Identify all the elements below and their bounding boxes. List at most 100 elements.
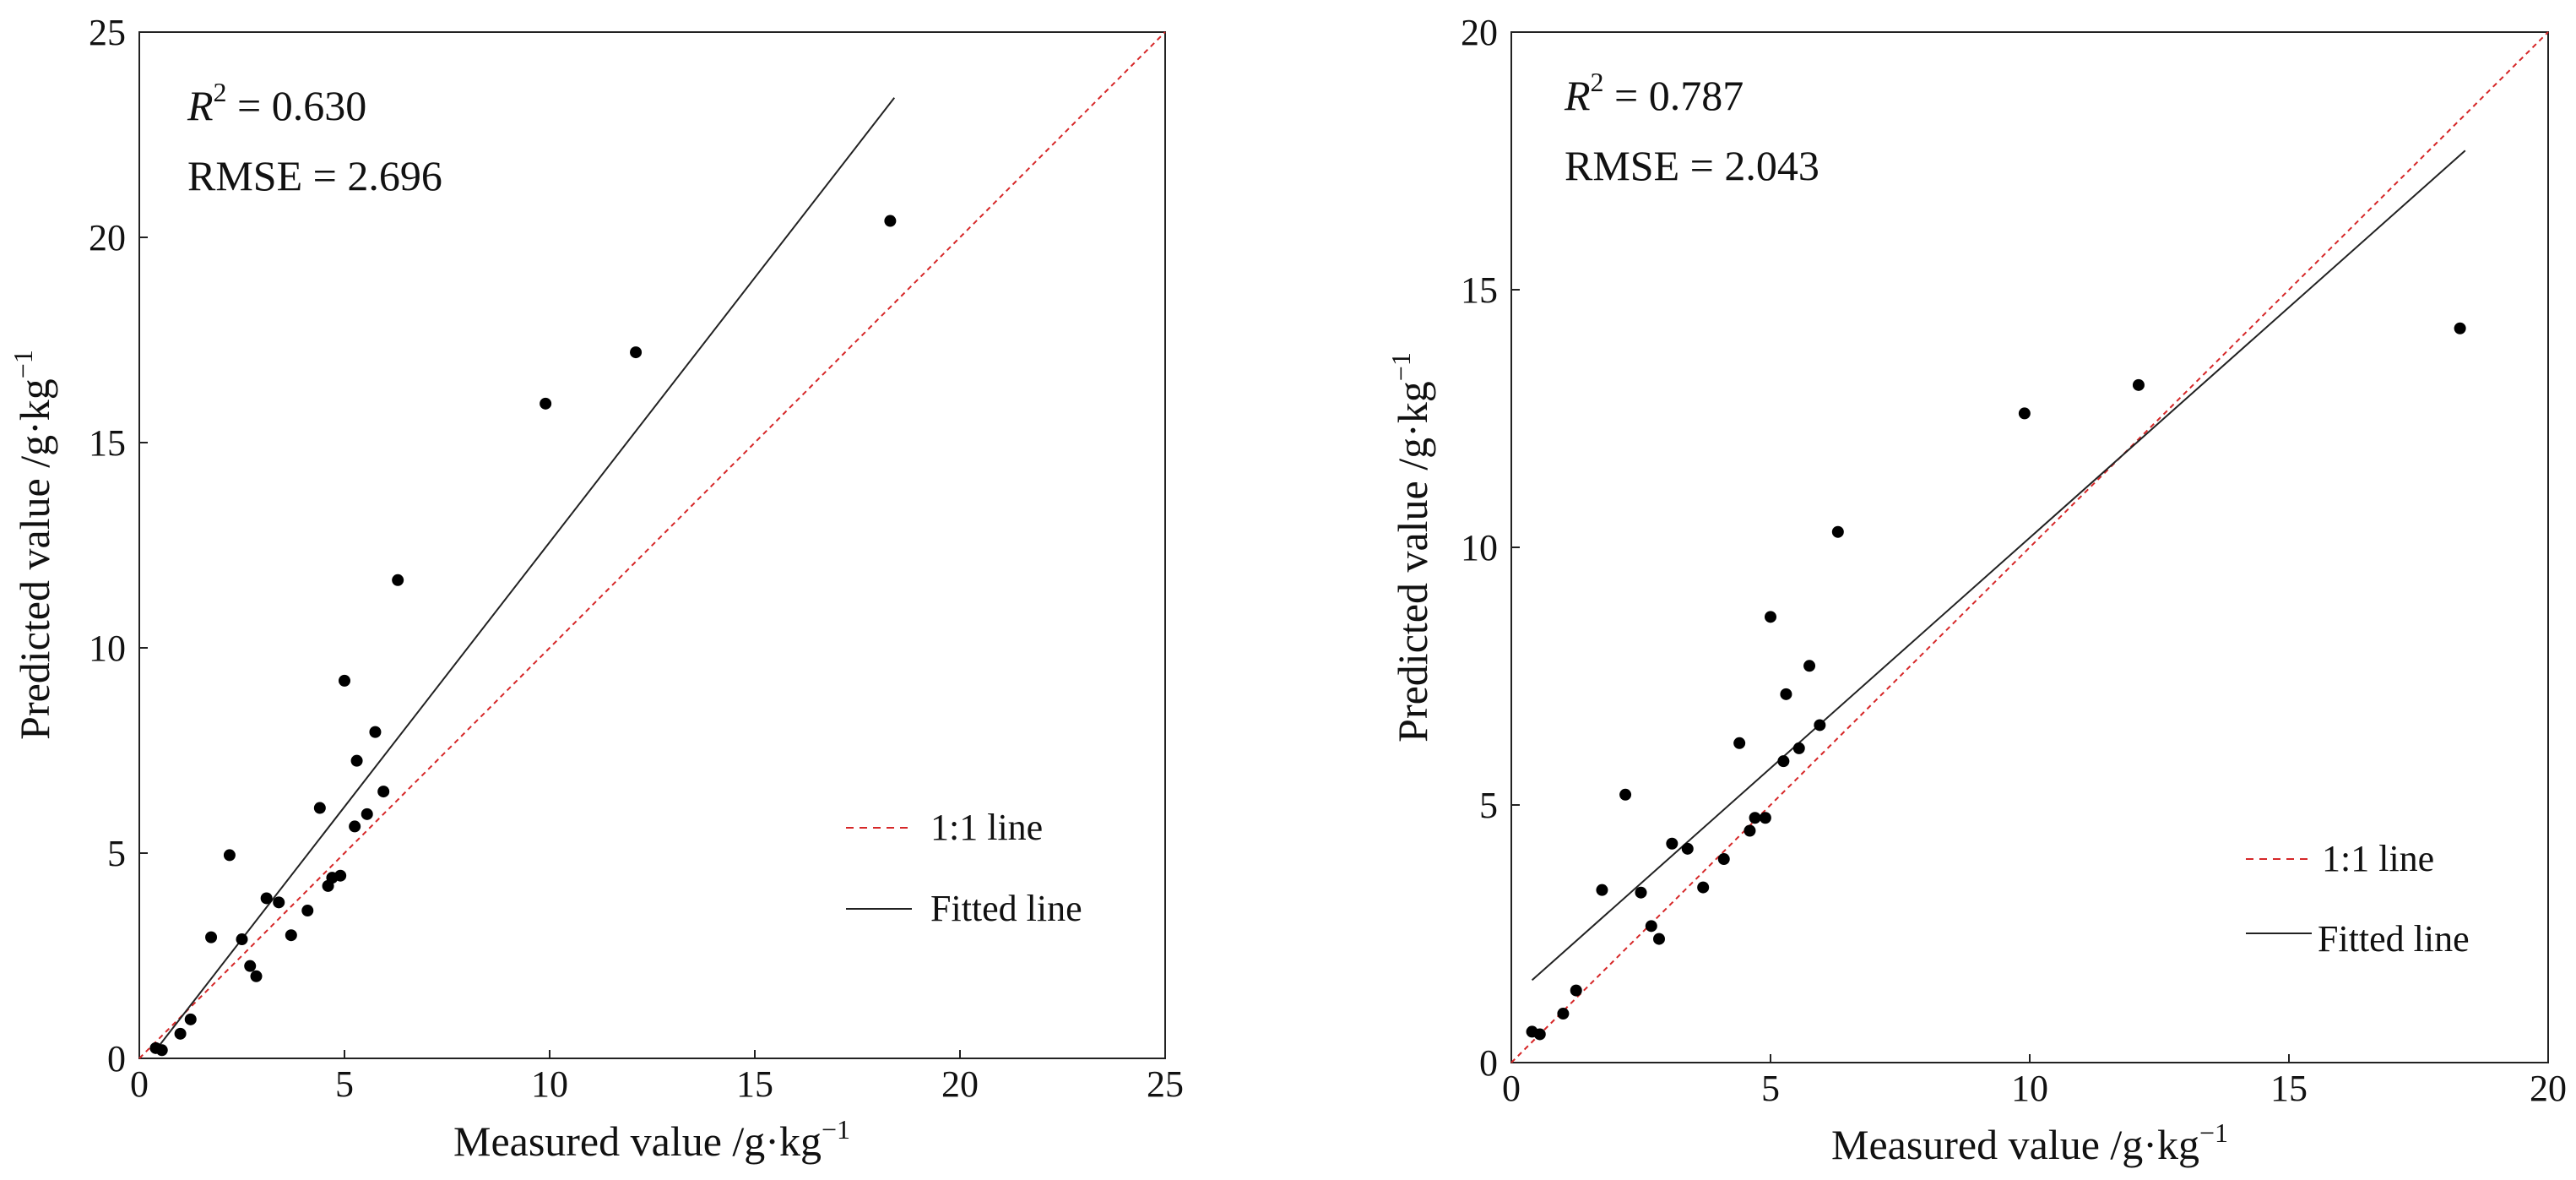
right-legend-fitted-label: Fitted line	[2318, 918, 2470, 960]
left-data-point-17	[339, 674, 350, 687]
left-y-axis-title-exponent: −1	[8, 350, 38, 378]
right-axis-ticks: 0 5 10 15 20 0 5 10 15 20	[1461, 12, 2567, 1109]
left-data-point-18	[349, 820, 361, 833]
left-rmse-text: RMSE = 2.696	[187, 152, 442, 199]
right-data-point-21	[1803, 660, 1816, 672]
left-one-to-one-line-group	[138, 31, 1166, 1059]
right-data-point-22	[1814, 719, 1826, 731]
left-r2-symbol: R	[187, 82, 214, 129]
left-data-point-11	[285, 929, 297, 942]
left-data-point-10	[273, 896, 285, 909]
left-data-point-8	[250, 970, 263, 982]
left-data-point-13	[313, 802, 326, 814]
left-data-point-22	[377, 786, 390, 798]
right-data-point-26	[2454, 322, 2466, 334]
right-x-axis-title: Measured value /g·kg−1	[1831, 1117, 2228, 1168]
left-data-point-20	[361, 808, 373, 820]
right-r2-exponent: 2	[1591, 67, 1604, 97]
right-x-axis-title-exponent: −1	[2199, 1117, 2228, 1148]
right-x-tick-label-2: 10	[2011, 1068, 2048, 1109]
right-data-point-12	[1717, 853, 1730, 866]
right-data-point-11	[1697, 881, 1710, 894]
left-data-point-1	[155, 1044, 168, 1057]
left-x-tick-label-1: 5	[335, 1063, 354, 1105]
right-data-point-18	[1777, 755, 1790, 768]
left-r2-exponent: 2	[214, 77, 227, 107]
right-data-point-4	[1596, 884, 1608, 896]
right-data-point-24	[2018, 407, 2031, 420]
right-y-axis-title: Predicted value /g·kg−1	[1386, 352, 1436, 742]
left-data-point-16	[334, 869, 347, 882]
left-y-tick-label-5: 25	[89, 12, 126, 53]
left-y-axis-title-text: Predicted value /g·kg	[11, 378, 58, 740]
right-x-tick-label-4: 20	[2530, 1068, 2567, 1109]
left-y-axis-title: Predicted value /g·kg−1	[8, 350, 58, 740]
left-legend-fitted-label: Fitted line	[930, 888, 1082, 929]
left-data-point-7	[244, 960, 257, 972]
left-data-point-12	[301, 905, 314, 917]
left-fitted-line	[155, 97, 896, 1051]
left-data-point-23	[392, 574, 404, 586]
right-r2-value: = 0.787	[1604, 72, 1744, 119]
left-one-to-one-line	[138, 31, 1166, 1059]
left-data-point-26	[884, 215, 897, 227]
right-y-tick-label-4: 20	[1461, 12, 1498, 53]
right-fitted-line-group	[1531, 150, 2466, 982]
right-fitted-line	[1531, 150, 2466, 982]
right-data-point-25	[2132, 378, 2145, 391]
right-rmse-text: RMSE = 2.043	[1565, 142, 1819, 189]
right-scatter-chart: 0 5 10 15 20 0 5 10 15 20 R2 = 0.787 RMSE = 2.043…	[1386, 12, 2567, 1168]
right-y-axis-title-text: Predicted value /g·kg	[1389, 381, 1436, 742]
right-one-to-one-line	[1510, 31, 2549, 1063]
left-data-point-25	[630, 346, 643, 359]
left-axis-ticks: 0 5 10 15 20 25 0 5 10 15 20 25	[89, 12, 1184, 1105]
left-legend: 1:1 line Fitted line	[846, 807, 1082, 929]
right-data-point-9	[1666, 837, 1678, 850]
right-x-tick-label-1: 5	[1761, 1068, 1780, 1109]
left-data-point-2	[174, 1027, 187, 1040]
right-data-point-7	[1645, 920, 1657, 933]
left-y-tick-label-3: 15	[89, 422, 126, 464]
right-data-point-16	[1759, 812, 1771, 824]
left-data-point-5	[223, 849, 236, 862]
right-data-point-15	[1749, 812, 1761, 824]
right-x-axis-title-text: Measured value /g·kg	[1831, 1121, 2199, 1168]
right-data-point-17	[1765, 611, 1776, 623]
left-y-tick-label-4: 20	[89, 217, 126, 258]
right-data-point-19	[1780, 688, 1792, 700]
left-plot-frame	[138, 31, 1166, 1059]
right-legend: 1:1 line Fitted line	[2246, 838, 2470, 960]
right-data-point-23	[1831, 525, 1844, 538]
right-y-axis-title-exponent: −1	[1386, 352, 1416, 381]
left-y-tick-label-0: 0	[107, 1038, 126, 1079]
left-x-axis-title-text: Measured value /g·kg	[453, 1117, 822, 1165]
left-y-tick-label-2: 10	[89, 628, 126, 669]
right-legend-one-to-one-label: 1:1 line	[2322, 838, 2434, 879]
right-y-tick-label-1: 5	[1479, 785, 1498, 826]
left-x-tick-label-4: 20	[941, 1063, 979, 1105]
left-x-tick-label-5: 25	[1147, 1063, 1184, 1105]
right-data-point-8	[1652, 933, 1665, 945]
right-data-point-1	[1533, 1028, 1546, 1041]
left-data-point-9	[260, 892, 273, 905]
right-data-point-2	[1557, 1008, 1570, 1020]
right-y-tick-label-2: 10	[1461, 527, 1498, 568]
left-data-point-24	[540, 397, 552, 410]
right-r2-text: R2 = 0.787	[1564, 67, 1744, 119]
right-data-point-5	[1619, 788, 1632, 801]
right-one-to-one-line-group	[1510, 31, 2549, 1063]
left-data-point-6	[236, 933, 248, 946]
left-x-axis-title: Measured value /g·kg−1	[453, 1114, 850, 1165]
left-x-tick-label-2: 10	[531, 1063, 568, 1105]
right-y-tick-label-3: 15	[1461, 269, 1498, 311]
right-x-tick-label-0: 0	[1502, 1068, 1521, 1109]
left-legend-one-to-one-label: 1:1 line	[930, 807, 1043, 848]
right-data-point-14	[1744, 824, 1756, 837]
left-x-tick-label-3: 15	[736, 1063, 773, 1105]
left-data-point-19	[350, 754, 363, 767]
right-x-tick-label-3: 15	[2270, 1068, 2308, 1109]
right-data-point-6	[1635, 886, 1647, 899]
right-data-point-13	[1733, 737, 1746, 749]
right-data-point-3	[1570, 984, 1582, 997]
